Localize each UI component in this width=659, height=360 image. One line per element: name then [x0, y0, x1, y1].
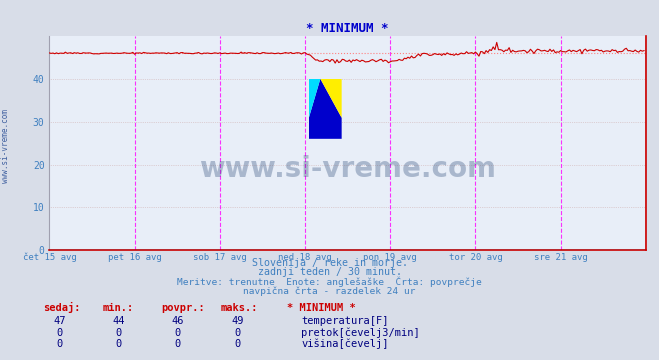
Text: www.si-vreme.com: www.si-vreme.com: [199, 155, 496, 183]
Text: min.:: min.:: [102, 303, 133, 314]
Text: 44: 44: [113, 316, 125, 326]
Text: * MINIMUM *: * MINIMUM *: [287, 303, 355, 314]
Text: 0: 0: [234, 328, 241, 338]
Text: 47: 47: [53, 316, 65, 326]
Polygon shape: [320, 79, 341, 118]
Text: zadnji teden / 30 minut.: zadnji teden / 30 minut.: [258, 267, 401, 278]
Text: povpr.:: povpr.:: [161, 303, 205, 314]
Title: * MINIMUM *: * MINIMUM *: [306, 22, 389, 35]
Text: 0: 0: [175, 339, 181, 349]
Text: maks.:: maks.:: [221, 303, 258, 314]
Text: 46: 46: [172, 316, 184, 326]
Polygon shape: [309, 79, 320, 118]
Text: Meritve: trenutne  Enote: anglešaške  Črta: povprečje: Meritve: trenutne Enote: anglešaške Črta…: [177, 276, 482, 287]
Text: temperatura[F]: temperatura[F]: [301, 316, 389, 326]
Text: 49: 49: [231, 316, 243, 326]
Text: 0: 0: [175, 328, 181, 338]
Text: sedaj:: sedaj:: [43, 302, 80, 314]
Text: 0: 0: [115, 339, 122, 349]
Polygon shape: [309, 79, 341, 139]
Text: 0: 0: [56, 328, 63, 338]
Text: 0: 0: [56, 339, 63, 349]
Text: 0: 0: [234, 339, 241, 349]
Text: navpična črta - razdelek 24 ur: navpična črta - razdelek 24 ur: [243, 287, 416, 296]
Text: Slovenija / reke in morje.: Slovenija / reke in morje.: [252, 258, 407, 268]
Text: višina[čevelj]: višina[čevelj]: [301, 338, 389, 349]
Text: pretok[čevelj3/min]: pretok[čevelj3/min]: [301, 327, 420, 338]
Text: 0: 0: [115, 328, 122, 338]
Text: www.si-vreme.com: www.si-vreme.com: [1, 109, 10, 183]
